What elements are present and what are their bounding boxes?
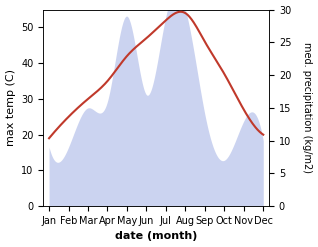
Y-axis label: med. precipitation (kg/m2): med. precipitation (kg/m2)	[302, 42, 313, 173]
X-axis label: date (month): date (month)	[115, 231, 197, 242]
Y-axis label: max temp (C): max temp (C)	[5, 69, 16, 146]
